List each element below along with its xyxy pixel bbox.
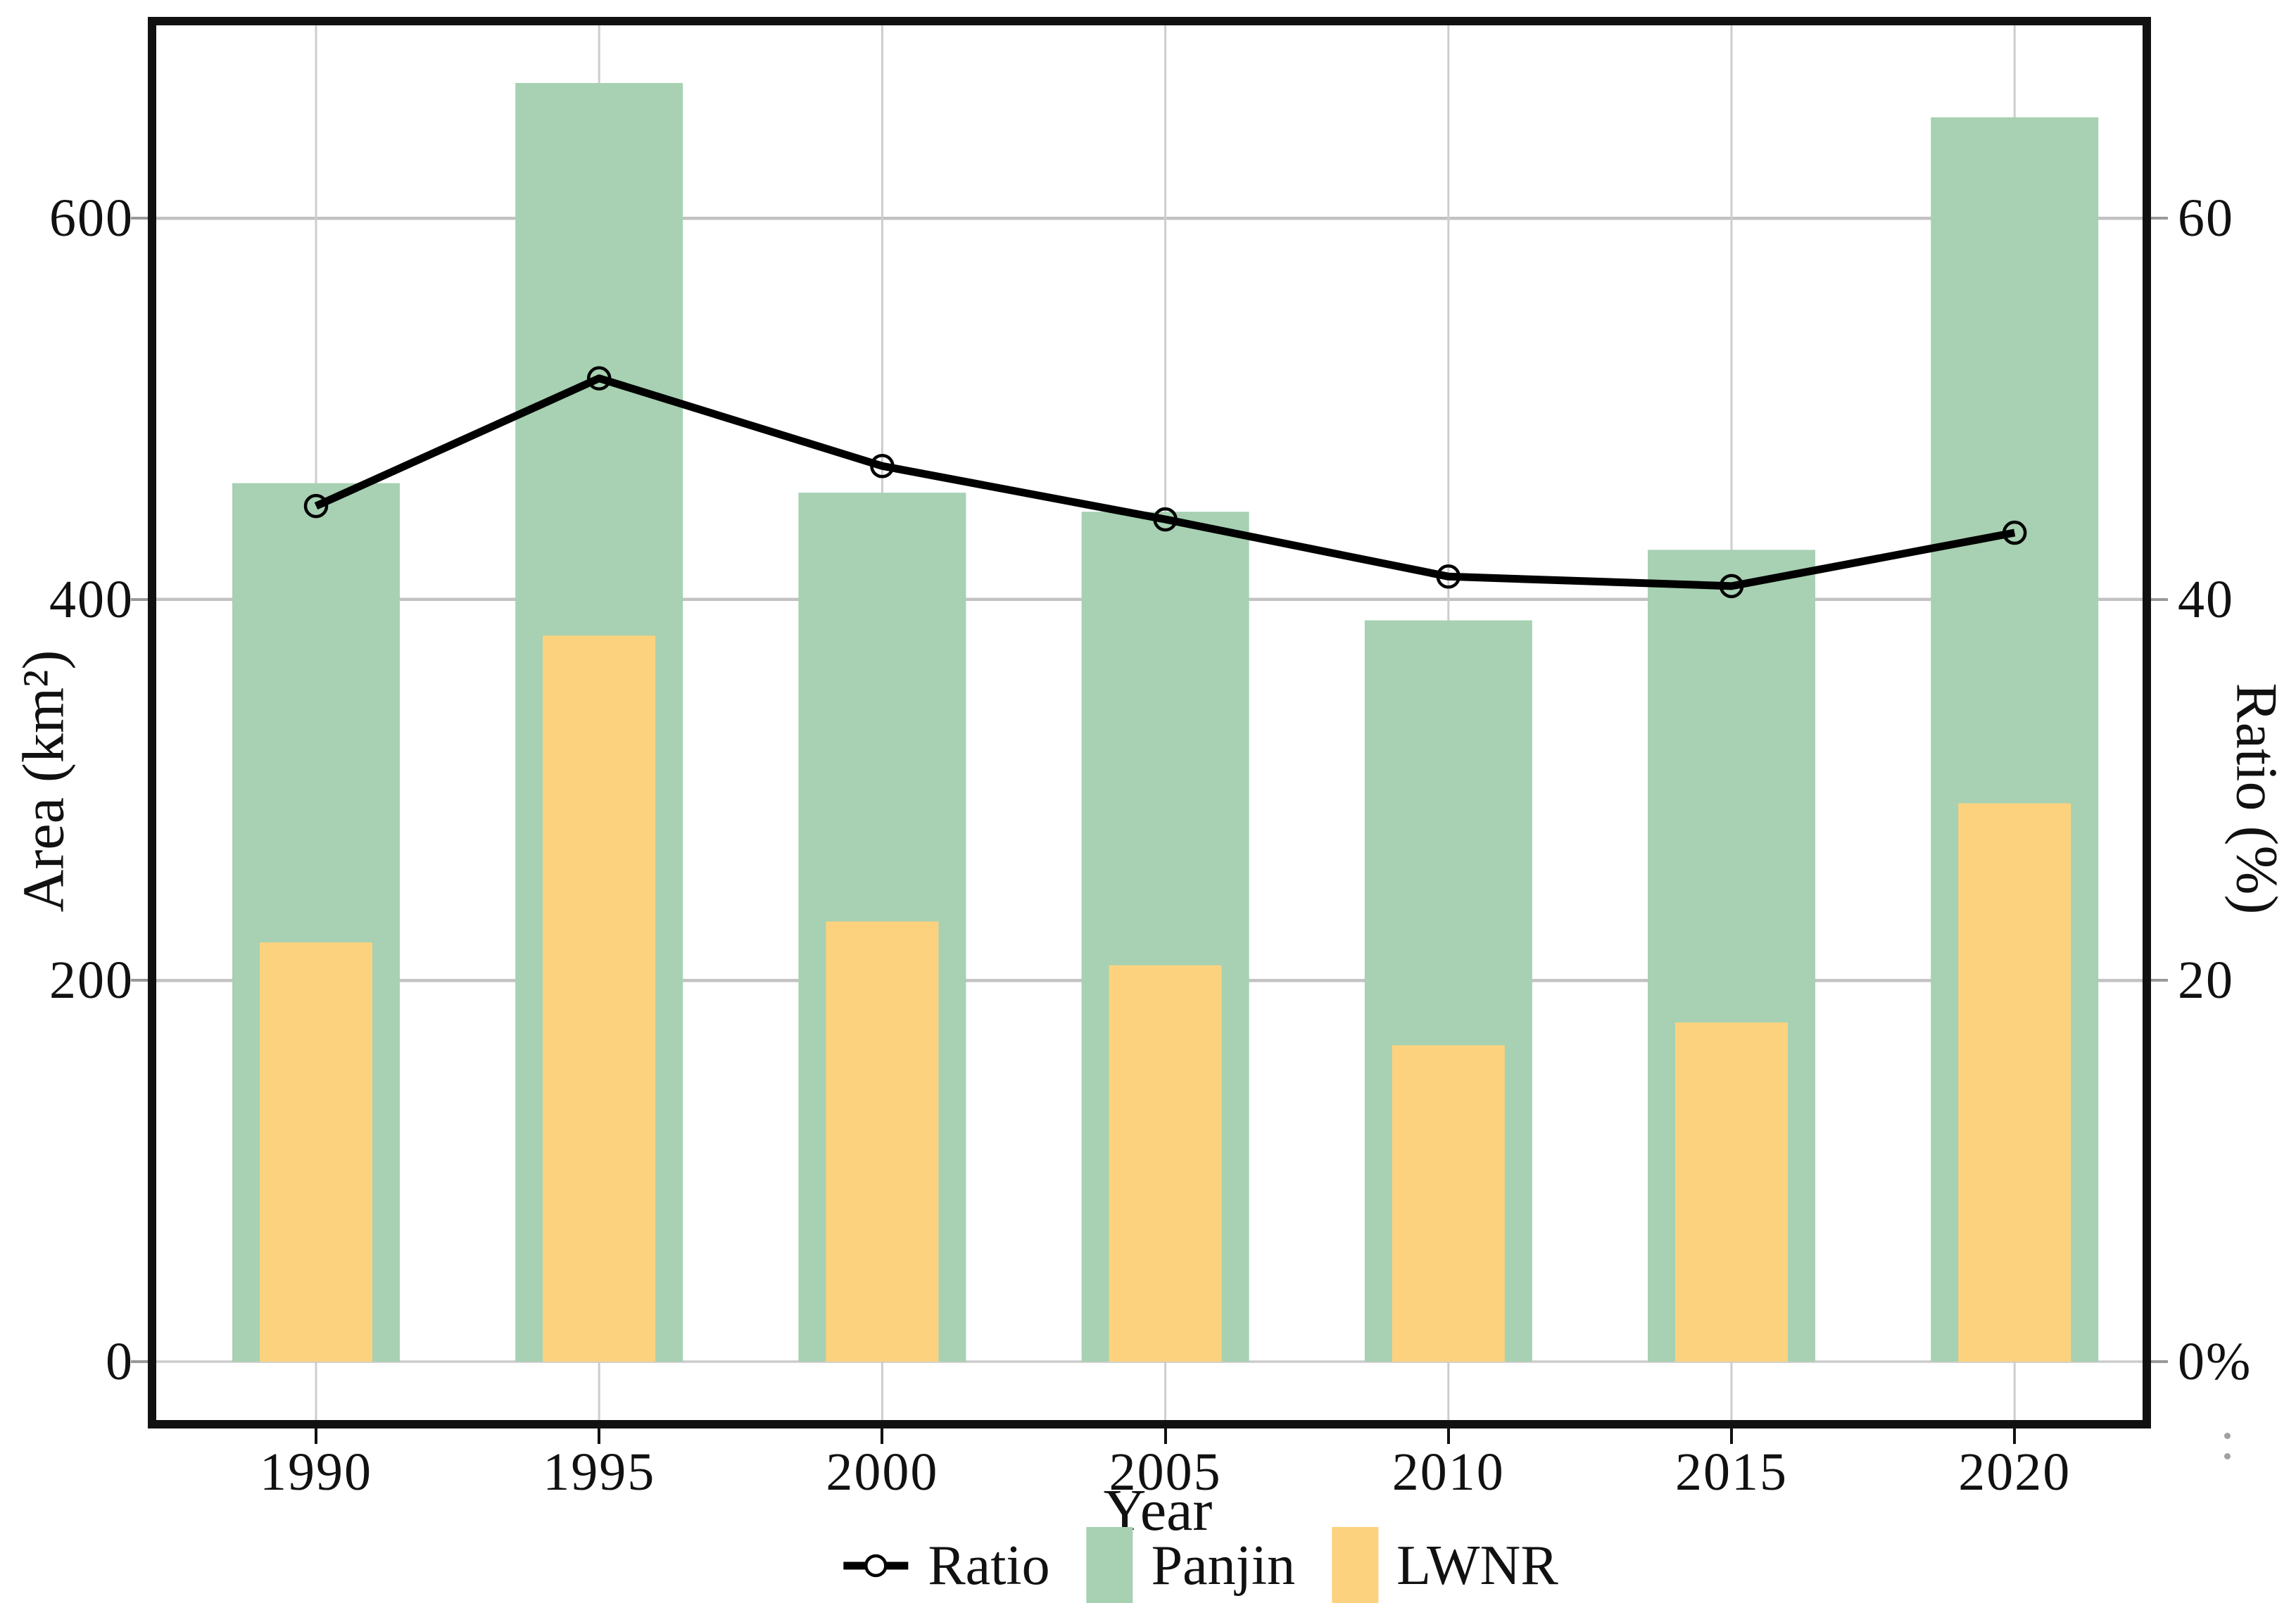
ratio-line-marker-icon	[843, 1554, 909, 1578]
right-tick-label-0%: 0%	[2178, 1332, 2252, 1391]
ratio-marker-1995	[586, 366, 612, 391]
right-tick-label-60: 60	[2178, 189, 2234, 248]
left-tick-label-0: 0	[106, 1332, 134, 1391]
left-tick-label-200: 200	[49, 951, 134, 1010]
legend-label-panjin: Panjin	[1151, 1535, 1296, 1597]
x-tick-label-1990: 1990	[260, 1443, 372, 1502]
ratio-marker-2000	[870, 453, 895, 479]
ratio-line	[314, 374, 2016, 590]
right-axis-title: Ratio (%)	[2224, 683, 2290, 915]
bar-lwnr-2015	[1675, 1022, 1788, 1362]
ratio-marker-2020	[2002, 520, 2027, 545]
left-tick-label-600: 600	[49, 189, 134, 248]
x-tick-label-2000: 2000	[826, 1443, 939, 1502]
left-tick-mark-0	[131, 1360, 148, 1363]
right-tick-mark-60	[2151, 217, 2168, 220]
x-tick-label-2010: 2010	[1392, 1443, 1505, 1502]
right-tick-mark-0%	[2151, 1360, 2168, 1363]
ratio-marker-2005	[1153, 507, 1178, 532]
bar-lwnr-2010	[1392, 1045, 1505, 1362]
bar-lwnr-1995	[543, 635, 656, 1362]
x-tick-mark-1995	[598, 1428, 601, 1444]
left-axis-title: Area (km²)	[11, 650, 77, 913]
right-tick-mark-40	[2151, 597, 2168, 601]
x-tick-mark-2000	[881, 1428, 884, 1444]
x-tick-mark-2005	[1163, 1428, 1167, 1444]
x-tick-label-1995: 1995	[543, 1443, 656, 1502]
bar-lwnr-1990	[260, 942, 372, 1362]
lwnr-swatch-icon	[1332, 1527, 1379, 1603]
legend-item-ratio: Ratio	[842, 1535, 1050, 1597]
chart-canvas	[156, 25, 2143, 1420]
panjin-swatch-icon	[1086, 1527, 1133, 1603]
x-tick-mark-2020	[2013, 1428, 2017, 1444]
x-tick-label-2015: 2015	[1675, 1443, 1788, 1502]
right-tick-mark-20	[2151, 979, 2168, 982]
legend-label-ratio: Ratio	[928, 1535, 1050, 1597]
bar-lwnr-2020	[1958, 803, 2071, 1362]
legend-item-lwnr: LWNR	[1332, 1527, 1558, 1603]
right-tick-label-40: 40	[2178, 569, 2234, 629]
left-tick-label-400: 400	[49, 569, 134, 629]
ratio-marker-2010	[1436, 564, 1461, 589]
legend-item-panjin: Panjin	[1086, 1527, 1296, 1603]
bar-lwnr-2005	[1109, 965, 1222, 1362]
left-tick-mark-600	[131, 217, 148, 220]
ratio-marker-1990	[303, 493, 329, 519]
x-tick-mark-2015	[1730, 1428, 1733, 1444]
right-tick-label-20: 20	[2178, 951, 2234, 1010]
x-tick-mark-2010	[1446, 1428, 1450, 1444]
x-tick-mark-1990	[315, 1428, 317, 1444]
legend: Ratio Panjin LWNR	[842, 1527, 1558, 1603]
left-tick-mark-200	[131, 979, 148, 982]
left-tick-mark-400	[131, 597, 148, 601]
bar-lwnr-2000	[826, 921, 939, 1362]
x-tick-label-2005: 2005	[1109, 1443, 1222, 1502]
x-tick-label-2020: 2020	[1958, 1443, 2071, 1502]
ratio-marker-2015	[1719, 574, 1744, 599]
legend-label-lwnr: LWNR	[1396, 1535, 1558, 1597]
artifact-dots	[2224, 1433, 2231, 1474]
